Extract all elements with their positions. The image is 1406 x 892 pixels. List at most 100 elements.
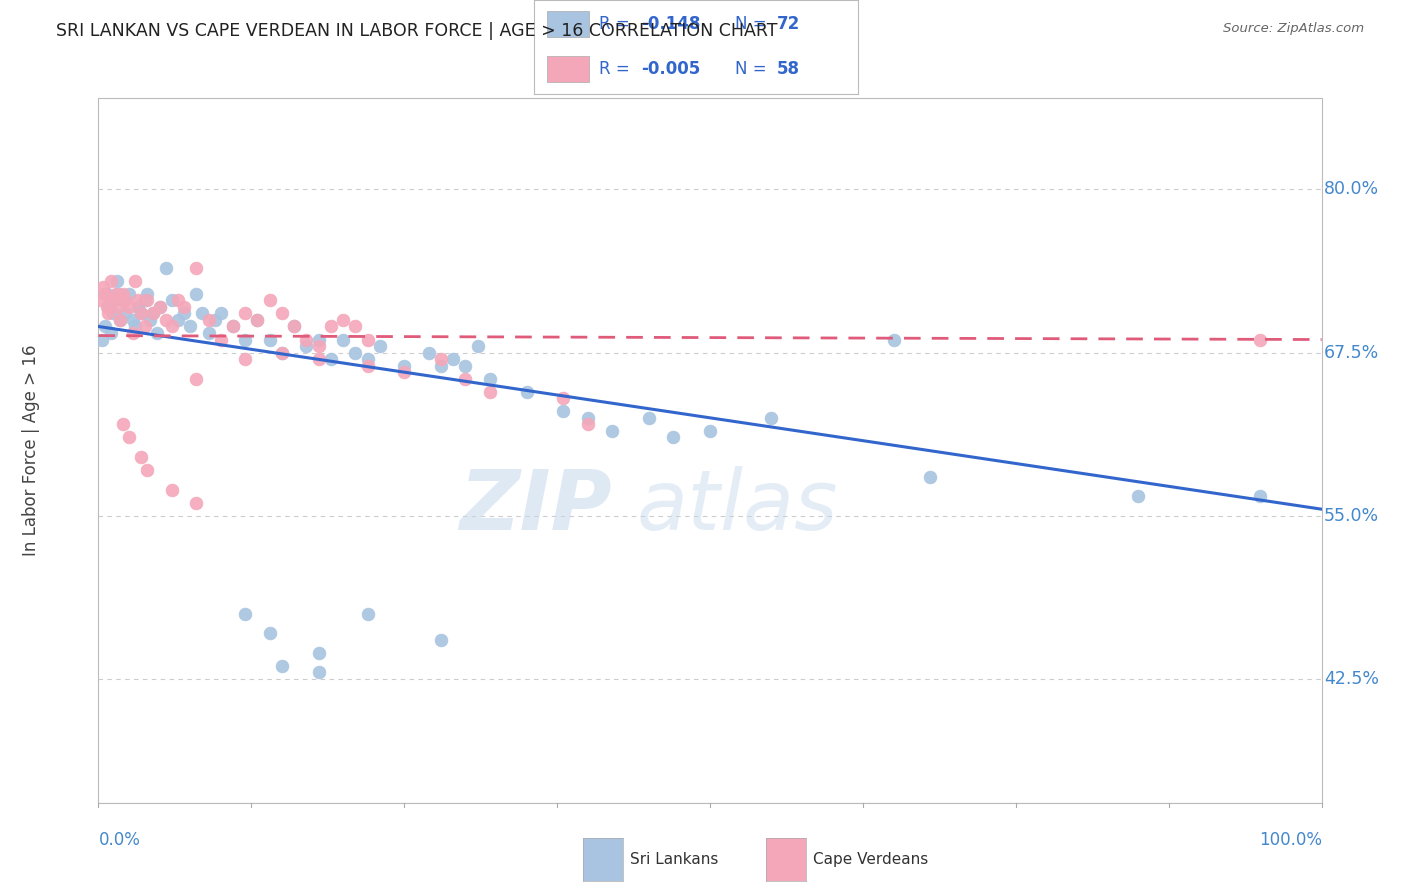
Point xyxy=(259,626,281,640)
Text: 72: 72 xyxy=(776,15,800,33)
Point xyxy=(233,333,256,347)
Point xyxy=(146,326,169,340)
Point xyxy=(91,333,114,347)
Point xyxy=(308,339,330,353)
Text: R =: R = xyxy=(599,61,636,78)
Point xyxy=(344,319,367,334)
Point xyxy=(283,319,305,334)
Point xyxy=(167,293,190,308)
Point xyxy=(110,313,132,327)
Point xyxy=(270,306,294,320)
Point xyxy=(368,339,391,353)
Point xyxy=(118,286,141,301)
Point xyxy=(356,333,378,347)
Point xyxy=(454,359,477,373)
Point xyxy=(478,384,501,399)
Text: N =: N = xyxy=(735,61,772,78)
Point xyxy=(186,286,208,301)
Point xyxy=(139,313,162,327)
Point xyxy=(129,306,152,320)
Point xyxy=(233,607,256,621)
Point xyxy=(129,306,152,320)
Point xyxy=(142,306,165,320)
Point xyxy=(308,333,330,347)
Point xyxy=(246,313,269,327)
Point xyxy=(173,306,195,320)
Point xyxy=(155,313,177,327)
Point xyxy=(553,404,575,418)
Point xyxy=(197,313,219,327)
Point xyxy=(121,313,143,327)
Point xyxy=(186,496,208,510)
Point xyxy=(430,359,453,373)
Point xyxy=(167,313,190,327)
Point xyxy=(308,352,330,367)
Point xyxy=(454,372,477,386)
Point xyxy=(155,260,177,275)
Point xyxy=(699,424,721,438)
Point xyxy=(308,646,330,660)
Point xyxy=(356,352,378,367)
Point xyxy=(308,665,330,680)
Point xyxy=(134,293,156,308)
Point xyxy=(90,293,112,308)
Point xyxy=(576,417,599,432)
Point xyxy=(637,410,661,425)
Point xyxy=(576,410,599,425)
Point xyxy=(356,607,378,621)
Point xyxy=(111,417,134,432)
Point xyxy=(160,293,183,308)
Point xyxy=(191,306,214,320)
Bar xyxy=(547,12,589,37)
Point xyxy=(100,326,122,340)
Point xyxy=(259,293,281,308)
Point xyxy=(91,280,114,294)
Point xyxy=(121,326,143,340)
Text: ZIP: ZIP xyxy=(460,467,612,548)
Point xyxy=(259,333,281,347)
Point xyxy=(186,372,208,386)
Point xyxy=(197,326,219,340)
Point xyxy=(467,339,489,353)
Text: Source: ZipAtlas.com: Source: ZipAtlas.com xyxy=(1223,22,1364,36)
Point xyxy=(98,300,121,314)
Point xyxy=(118,430,141,444)
Text: R =: R = xyxy=(599,15,636,33)
Text: SRI LANKAN VS CAPE VERDEAN IN LABOR FORCE | AGE > 16 CORRELATION CHART: SRI LANKAN VS CAPE VERDEAN IN LABOR FORC… xyxy=(56,22,778,40)
Point xyxy=(883,333,905,347)
Point xyxy=(136,293,159,308)
Point xyxy=(107,286,129,301)
Point xyxy=(344,345,367,359)
Point xyxy=(222,319,245,334)
Point xyxy=(295,339,318,353)
Point xyxy=(1128,489,1150,503)
Point xyxy=(97,306,120,320)
Point xyxy=(209,333,232,347)
Point xyxy=(101,293,124,308)
Point xyxy=(124,319,146,334)
Point xyxy=(179,319,201,334)
Text: 0.0%: 0.0% xyxy=(98,831,141,849)
Text: In Labor Force | Age > 16: In Labor Force | Age > 16 xyxy=(22,344,41,557)
Text: atlas: atlas xyxy=(637,467,838,548)
Point xyxy=(149,300,172,314)
Text: Cape Verdeans: Cape Verdeans xyxy=(813,853,928,867)
Point xyxy=(111,286,134,301)
Point xyxy=(270,345,294,359)
Point xyxy=(114,306,136,320)
Point xyxy=(142,306,165,320)
Text: -0.005: -0.005 xyxy=(641,61,700,78)
Point xyxy=(319,352,342,367)
Point xyxy=(104,286,127,301)
Point xyxy=(110,313,132,327)
Point xyxy=(1249,489,1271,503)
Point xyxy=(1249,333,1271,347)
Point xyxy=(515,384,537,399)
Text: 67.5%: 67.5% xyxy=(1324,343,1379,361)
Point xyxy=(662,430,685,444)
Point xyxy=(246,313,269,327)
Bar xyxy=(547,56,589,82)
Point xyxy=(430,632,453,647)
Text: 100.0%: 100.0% xyxy=(1258,831,1322,849)
Text: N =: N = xyxy=(735,15,772,33)
